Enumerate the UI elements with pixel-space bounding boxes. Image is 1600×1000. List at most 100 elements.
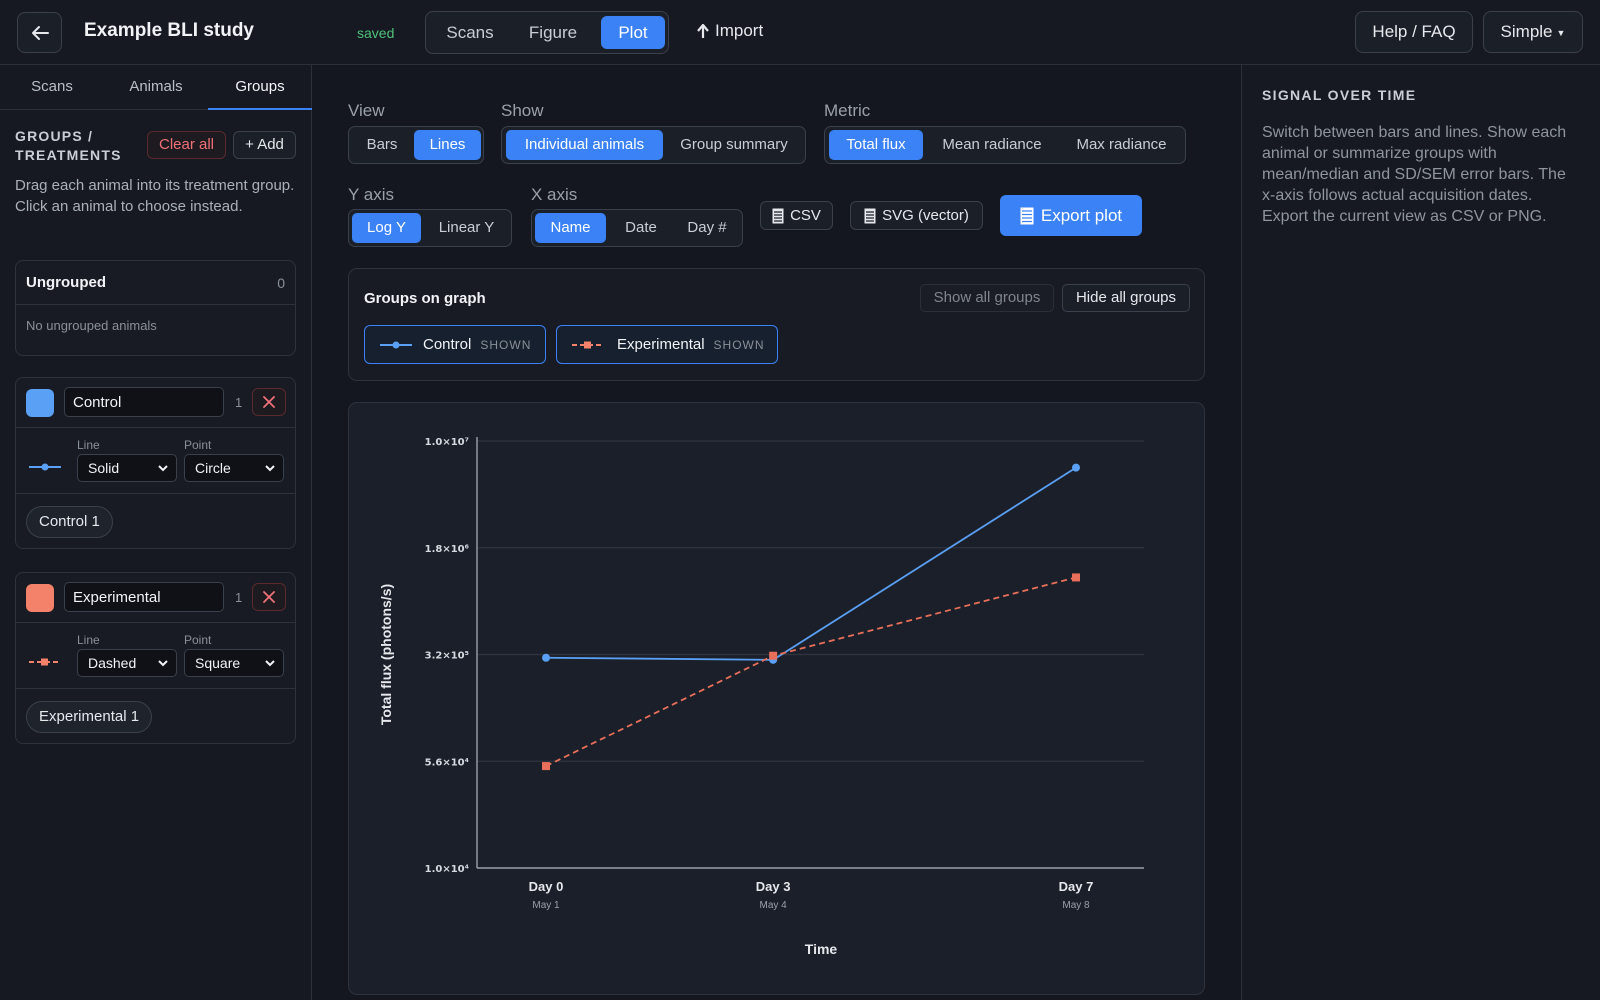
x-day-number-button[interactable]: Day # <box>687 219 727 236</box>
mode-figure-button[interactable]: Figure <box>528 23 578 42</box>
view-lines-button[interactable]: Lines <box>414 130 481 160</box>
divider <box>16 493 295 494</box>
info-panel-text: Switch between bars and lines. Show each… <box>1262 124 1567 225</box>
metric-total-flux-button[interactable]: Total flux <box>829 130 923 160</box>
x-tick-label: Day 3 <box>756 879 791 894</box>
line-style-value: Solid <box>88 460 120 476</box>
group-count: 1 <box>235 590 243 605</box>
y-log-button[interactable]: Log Y <box>352 213 421 243</box>
x-date-button[interactable]: Date <box>625 219 657 236</box>
y-axis-toggle: Log Y Linear Y <box>348 209 512 247</box>
info-panel-title: SIGNAL OVER TIME <box>1262 87 1417 103</box>
data-point-experimental <box>542 762 550 771</box>
group-name-input[interactable] <box>64 582 224 612</box>
add-group-button[interactable]: + Add <box>233 131 296 159</box>
metric-toggle: Total flux Mean radiance Max radiance <box>824 126 1186 164</box>
mode-scans-button[interactable]: Scans <box>446 23 494 42</box>
line-style-preview-icon <box>29 463 61 471</box>
export-plot-button[interactable]: Export plot <box>1000 195 1142 236</box>
divider <box>16 304 295 305</box>
point-style-select[interactable]: Circle <box>184 454 284 482</box>
tab-animals[interactable]: Animals <box>129 78 183 95</box>
group-toggle-state: SHOWN <box>480 337 532 352</box>
import-button[interactable]: Import <box>697 21 763 41</box>
line-style-select[interactable]: Dashed <box>77 649 177 677</box>
y-tick-label: 1.0×10⁷ <box>425 437 469 448</box>
signal-chart: 1.0×10⁴ 5.6×10⁴ 3.2×10⁵ 1.8×10⁶ 1.0×10⁷ Day 0… <box>378 437 1144 957</box>
save-status: saved <box>357 25 395 41</box>
svg-export-button[interactable]: SVG (vector) <box>850 201 983 230</box>
y-tick-label: 1.8×10⁶ <box>425 544 469 555</box>
chevron-down-icon <box>158 660 168 667</box>
metric-max-radiance-button[interactable]: Max radiance <box>1076 136 1167 153</box>
upload-arrow-icon <box>697 23 709 38</box>
line-style-preview-icon <box>572 341 604 348</box>
close-icon <box>263 591 275 603</box>
x-tick-sublabel: May 4 <box>760 900 788 911</box>
tab-scans[interactable]: Scans <box>31 78 73 95</box>
csv-export-button[interactable]: CSV <box>760 201 833 230</box>
close-icon <box>263 396 275 408</box>
import-label: Import <box>715 21 764 40</box>
divider <box>16 688 295 689</box>
show-all-groups-button[interactable]: Show all groups <box>920 284 1054 312</box>
y-linear-button[interactable]: Linear Y <box>438 219 495 236</box>
data-point-experimental <box>1072 573 1080 582</box>
view-label: View <box>348 101 385 120</box>
ungrouped-card: Ungrouped 0 No ungrouped animals <box>15 260 296 356</box>
point-style-value: Circle <box>195 460 231 476</box>
ungrouped-count: 0 <box>277 275 285 291</box>
view-toggle: Bars Lines <box>348 126 484 164</box>
line-style-preview-icon <box>29 658 61 666</box>
show-label: Show <box>501 101 544 120</box>
clear-all-button[interactable]: Clear all <box>147 131 226 159</box>
y-axis-title: Total flux (photons/s) <box>378 584 394 725</box>
data-point-control <box>542 653 550 662</box>
group-toggle-experimental[interactable]: Experimental SHOWN <box>556 325 778 364</box>
group-color-swatch[interactable] <box>26 584 54 612</box>
group-count: 1 <box>235 395 243 410</box>
info-panel: SIGNAL OVER TIME Switch between bars and… <box>1241 65 1600 1000</box>
group-toggle-control[interactable]: Control SHOWN <box>364 325 546 364</box>
x-name-button[interactable]: Name <box>535 213 606 243</box>
x-axis-title: Time <box>805 941 838 957</box>
tab-groups[interactable]: Groups <box>208 65 312 110</box>
ui-mode-dropdown[interactable]: Simple ▼ <box>1483 11 1583 53</box>
group-card-experimental: 1 Line Point Dashed Square Experimental … <box>15 572 296 744</box>
caret-down-icon: ▼ <box>1556 27 1566 38</box>
show-individual-button[interactable]: Individual animals <box>506 130 663 160</box>
show-group-summary-button[interactable]: Group summary <box>680 136 788 153</box>
group-color-swatch[interactable] <box>26 389 54 417</box>
document-icon <box>772 208 784 223</box>
arrow-left-icon <box>31 25 49 40</box>
metric-label: Metric <box>824 101 871 120</box>
line-label: Line <box>77 438 100 452</box>
group-name-input[interactable] <box>64 387 224 417</box>
y-axis-label: Y axis <box>348 185 394 204</box>
animal-chip[interactable]: Control 1 <box>26 506 113 538</box>
series-line-control <box>545 466 1077 661</box>
help-faq-button[interactable]: Help / FAQ <box>1355 11 1473 53</box>
view-bars-button[interactable]: Bars <box>366 136 398 153</box>
animal-chip[interactable]: Experimental 1 <box>26 701 153 733</box>
line-style-select[interactable]: Solid <box>77 454 177 482</box>
back-button[interactable] <box>17 12 62 53</box>
groups-on-graph-title: Groups on graph <box>364 290 486 307</box>
mode-plot-button[interactable]: Plot <box>601 16 665 49</box>
mode-switcher: Scans Figure Plot <box>425 11 669 54</box>
group-toggle-name: Experimental <box>617 336 705 353</box>
x-tick-sublabel: May 8 <box>1062 900 1090 911</box>
hide-all-groups-button[interactable]: Hide all groups <box>1062 284 1190 312</box>
x-tick-sublabel: May 1 <box>532 900 560 911</box>
chevron-down-icon <box>265 660 275 667</box>
plot-panel: 1.0×10⁴ 5.6×10⁴ 3.2×10⁵ 1.8×10⁶ 1.0×10⁷ Day 0… <box>348 402 1205 995</box>
remove-group-button[interactable] <box>252 388 286 416</box>
line-style-value: Dashed <box>88 655 137 671</box>
show-toggle: Individual animals Group summary <box>501 126 806 164</box>
export-plot-label: Export plot <box>1040 205 1123 225</box>
remove-group-button[interactable] <box>252 583 286 611</box>
point-style-select[interactable]: Square <box>184 649 284 677</box>
ui-mode-label: Simple <box>1500 22 1553 41</box>
metric-mean-radiance-button[interactable]: Mean radiance <box>942 136 1042 153</box>
x-tick-label: Day 7 <box>1059 879 1094 894</box>
